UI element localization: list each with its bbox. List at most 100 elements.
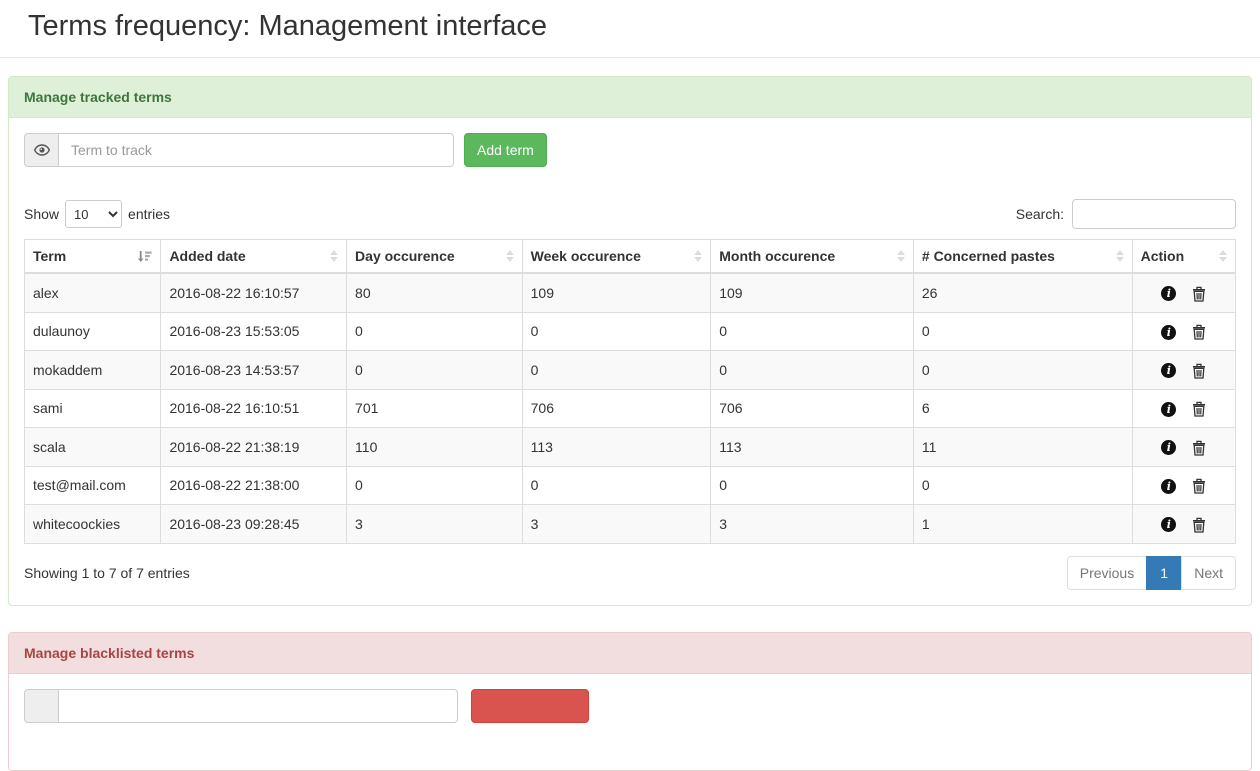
column-header-label: Term — [33, 248, 66, 264]
page-title: Terms frequency: Management interface — [28, 10, 1246, 43]
trash-icon[interactable] — [1192, 517, 1206, 533]
blacklist-input-group — [24, 689, 458, 723]
month-occurence-cell: 113 — [711, 428, 914, 467]
concerned-pastes-cell: 26 — [913, 273, 1132, 312]
info-icon[interactable]: i — [1161, 479, 1176, 494]
term-cell: dulaunoy — [25, 312, 161, 351]
day-occurence-cell: 701 — [347, 389, 523, 428]
datatable-controls: Show 10 entries Search: — [24, 199, 1236, 229]
month-occurence-cell: 706 — [711, 389, 914, 428]
day-occurence-cell: 3 — [347, 505, 523, 544]
action-cell: i — [1132, 351, 1235, 390]
added-date-cell: 2016-08-22 16:10:51 — [161, 389, 347, 428]
page-length-control: Show 10 entries — [24, 200, 170, 228]
search-label: Search: — [1016, 206, 1064, 222]
trash-icon[interactable] — [1192, 286, 1206, 302]
day-occurence-cell: 0 — [347, 312, 523, 351]
concerned-pastes-cell: 0 — [913, 466, 1132, 505]
trash-icon[interactable] — [1192, 324, 1206, 340]
day-occurence-cell: 80 — [347, 273, 523, 312]
term-to-track-input[interactable] — [58, 133, 454, 167]
column-header-day-occurence[interactable]: Day occurence — [347, 240, 523, 274]
column-header-concerned-pastes[interactable]: # Concerned pastes — [913, 240, 1132, 274]
added-date-cell: 2016-08-23 14:53:57 — [161, 351, 347, 390]
week-occurence-cell: 706 — [522, 389, 711, 428]
term-cell: mokaddem — [25, 351, 161, 390]
info-icon[interactable]: i — [1161, 517, 1176, 532]
pagination-page-1[interactable]: 1 — [1146, 556, 1182, 590]
month-occurence-cell: 109 — [711, 273, 914, 312]
trash-icon[interactable] — [1192, 401, 1206, 417]
action-cell: i — [1132, 428, 1235, 467]
sort-icon — [897, 250, 905, 262]
blacklist-addon — [24, 689, 58, 723]
added-date-cell: 2016-08-22 16:10:57 — [161, 273, 347, 312]
tracked-terms-panel-body: Add term Show 10 entries Search: Te — [9, 118, 1251, 605]
add-term-button[interactable]: Add term — [464, 133, 547, 167]
column-header-label: Week occurence — [531, 248, 641, 264]
info-icon[interactable]: i — [1161, 286, 1176, 301]
term-cell: whitecoockies — [25, 505, 161, 544]
added-date-cell: 2016-08-22 21:38:00 — [161, 466, 347, 505]
month-occurence-cell: 0 — [711, 466, 914, 505]
column-header-label: # Concerned pastes — [922, 248, 1055, 264]
month-occurence-cell: 0 — [711, 351, 914, 390]
page-length-select[interactable]: 10 — [65, 200, 122, 228]
info-icon[interactable]: i — [1161, 440, 1176, 455]
concerned-pastes-cell: 1 — [913, 505, 1132, 544]
add-term-form: Add term — [24, 133, 1236, 167]
info-icon[interactable]: i — [1161, 402, 1176, 417]
term-cell: sami — [25, 389, 161, 428]
search-input[interactable] — [1072, 199, 1236, 229]
info-icon[interactable]: i — [1161, 363, 1176, 378]
action-cell: i — [1132, 312, 1235, 351]
pagination-previous[interactable]: Previous — [1067, 556, 1147, 590]
week-occurence-cell: 113 — [522, 428, 711, 467]
column-header-label: Action — [1141, 248, 1185, 264]
tracked-terms-panel-header: Manage tracked terms — [9, 77, 1251, 118]
eye-addon — [24, 133, 58, 167]
trash-icon[interactable] — [1192, 478, 1206, 494]
column-header-month-occurence[interactable]: Month occurence — [711, 240, 914, 274]
column-header-week-occurence[interactable]: Week occurence — [522, 240, 711, 274]
sort-icon — [694, 250, 702, 262]
entries-label: entries — [128, 206, 170, 222]
table-summary: Showing 1 to 7 of 7 entries — [24, 565, 190, 581]
pagination-next[interactable]: Next — [1181, 556, 1236, 590]
tracked-terms-panel: Manage tracked terms Add term Show 10 — [8, 76, 1252, 606]
title-divider — [0, 57, 1260, 58]
column-header-action[interactable]: Action — [1132, 240, 1235, 274]
week-occurence-cell: 0 — [522, 312, 711, 351]
add-blacklist-form — [24, 689, 1236, 723]
column-header-term[interactable]: Term — [25, 240, 161, 274]
table-header-row: Term Added date — [25, 240, 1236, 274]
column-header-added-date[interactable]: Added date — [161, 240, 347, 274]
blacklisted-terms-panel-body — [9, 674, 1251, 770]
concerned-pastes-cell: 0 — [913, 351, 1132, 390]
column-header-label: Added date — [169, 248, 245, 264]
column-header-label: Day occurence — [355, 248, 455, 264]
week-occurence-cell: 0 — [522, 351, 711, 390]
sort-ascending-icon — [138, 250, 152, 263]
action-cell: i — [1132, 389, 1235, 428]
concerned-pastes-cell: 0 — [913, 312, 1132, 351]
trash-icon[interactable] — [1192, 363, 1206, 379]
search-control: Search: — [1016, 199, 1236, 229]
tracked-terms-table: Term Added date — [24, 239, 1236, 544]
month-occurence-cell: 0 — [711, 312, 914, 351]
day-occurence-cell: 110 — [347, 428, 523, 467]
term-cell: test@mail.com — [25, 466, 161, 505]
blacklist-term-input[interactable] — [58, 689, 458, 723]
info-icon[interactable]: i — [1161, 325, 1176, 340]
sort-icon — [1219, 250, 1227, 262]
concerned-pastes-cell: 6 — [913, 389, 1132, 428]
add-blacklist-button[interactable] — [471, 689, 589, 723]
week-occurence-cell: 0 — [522, 466, 711, 505]
trash-icon[interactable] — [1192, 440, 1206, 456]
